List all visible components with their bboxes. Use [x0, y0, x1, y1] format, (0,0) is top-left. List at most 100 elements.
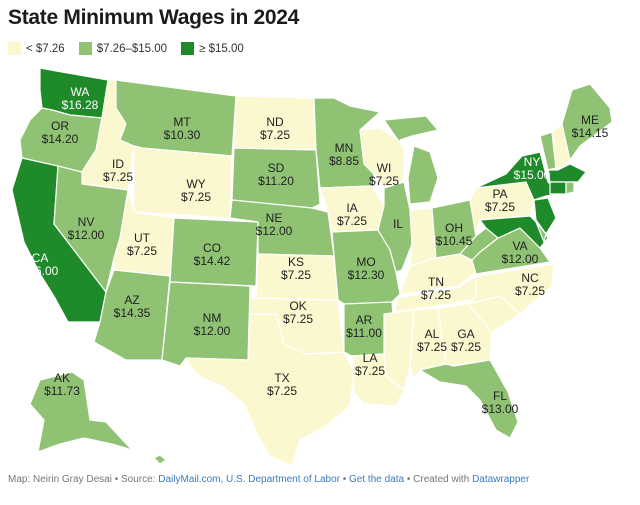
state-wage-wi: $7.25 — [369, 174, 399, 188]
state-nj — [533, 197, 557, 235]
state-label-id: ID — [112, 157, 124, 171]
legend: < $7.26 $7.26–$15.00 ≥ $15.00 — [8, 42, 258, 55]
state-sd — [231, 147, 321, 209]
state-ct — [549, 181, 567, 195]
source-link[interactable]: DailyMail.com, U.S. Department of Labor — [158, 474, 340, 485]
state-wage-ga: $7.25 — [451, 340, 481, 354]
state-label-co: CO — [203, 241, 221, 255]
state-md — [479, 215, 549, 249]
state-nc — [467, 263, 555, 315]
state-label-sd: SD — [268, 161, 285, 175]
legend-item-mid: $7.26–$15.00 — [78, 42, 168, 55]
state-ri — [565, 181, 575, 195]
state-wage-nm: $12.00 — [194, 324, 231, 338]
state-wi — [359, 127, 405, 189]
state-label-mo: MO — [356, 255, 375, 269]
state-wage-ca: $16.00 — [22, 264, 59, 278]
state-label-ut: UT — [134, 231, 151, 245]
state-label-or: OR — [51, 119, 69, 133]
state-wage-or: $14.20 — [42, 132, 79, 146]
state-label-ak: AK — [54, 371, 70, 385]
state-label-ia: IA — [346, 201, 357, 215]
state-wage-ak: $11.73 — [44, 384, 80, 398]
state-label-ok: OK — [289, 299, 306, 313]
state-wage-wa: $16.28 — [62, 98, 99, 112]
state-label-az: AZ — [124, 293, 139, 307]
state-wage-me: $14.15 — [572, 126, 609, 140]
state-me — [561, 83, 613, 161]
footer-sep-1: • — [339, 474, 350, 485]
state-hi — [153, 454, 167, 465]
state-wage-id: $7.25 — [103, 170, 133, 184]
get-data-link[interactable]: Get the data — [349, 474, 405, 485]
state-wage-nv: $12.00 — [68, 228, 105, 242]
state-wage-tn: $7.25 — [421, 288, 451, 302]
map-title: State Minimum Wages in 2024 — [8, 6, 300, 29]
footer-sep-2: • Created with — [404, 474, 473, 485]
footer-credits: Map: Neirin Gray Desai • Source: DailyMa… — [8, 474, 529, 485]
legend-label-high: ≥ $15.00 — [199, 42, 244, 55]
state-wage-va: $12.00 — [502, 252, 539, 266]
state-label-oh: OH — [445, 221, 463, 235]
state-wage-wy: $7.25 — [181, 190, 211, 204]
state-mi — [383, 115, 439, 149]
state-wage-al: $7.25 — [417, 340, 447, 354]
state-wage-oh: $10.45 — [436, 234, 473, 248]
state-wage-ne: $12.00 — [256, 224, 293, 238]
state-wage-ok: $7.25 — [283, 312, 313, 326]
state-wy — [133, 145, 233, 219]
state-label-tn: TN — [428, 275, 444, 289]
state-wage-ks: $7.25 — [281, 268, 311, 282]
state-label-nv: NV — [78, 215, 95, 229]
state-wage-az: $14.35 — [114, 306, 151, 320]
state-wage-fl: $13.00 — [482, 402, 519, 416]
legend-swatch-high — [181, 42, 195, 55]
state-label-ks: KS — [288, 255, 304, 269]
state-label-wa: WA — [71, 85, 90, 99]
state-label-ar: AR — [356, 313, 373, 327]
state-wage-ar: $11.00 — [346, 326, 382, 340]
state-ak — [29, 371, 133, 453]
state-label-fl: FL — [493, 389, 507, 403]
state-nh — [551, 123, 571, 171]
legend-item-low: < $7.26 — [8, 42, 65, 55]
state-label-ny: NY — [524, 155, 541, 169]
state-wage-la: $7.25 — [355, 364, 385, 378]
state-label-ga: GA — [457, 327, 474, 341]
state-label-nc: NC — [521, 271, 539, 285]
state-de — [535, 221, 547, 243]
legend-item-high: ≥ $15.00 — [181, 42, 244, 55]
state-label-pa: PA — [492, 187, 507, 201]
state-wage-ia: $7.25 — [337, 214, 367, 228]
state-wage-mt: $10.30 — [164, 128, 201, 142]
state-wage-mo: $12.30 — [348, 268, 385, 282]
state-label-mt: MT — [173, 115, 191, 129]
state-wage-co: $14.42 — [194, 254, 231, 268]
state-wage-nc: $7.25 — [515, 284, 545, 298]
state-label-la: LA — [363, 351, 378, 365]
datawrapper-link[interactable]: Datawrapper — [472, 474, 530, 485]
state-il — [377, 181, 413, 273]
state-wage-mn: $8.85 — [329, 154, 359, 168]
footer-prefix: Map: Neirin Gray Desai • Source: — [8, 474, 159, 485]
legend-swatch-mid — [78, 42, 92, 55]
state-label-wi: WI — [377, 161, 392, 175]
state-label-nm: NM — [203, 311, 222, 325]
state-label-al: AL — [425, 327, 440, 341]
state-ms — [383, 309, 415, 391]
state-wage-ut: $7.25 — [127, 244, 157, 258]
state-wage-ny: $15.00 — [514, 168, 551, 182]
state-tx — [185, 313, 355, 467]
state-wage-sd: $11.20 — [258, 174, 294, 188]
state-label-wy: WY — [186, 177, 205, 191]
state-label-il: IL — [393, 217, 403, 231]
state-label-ne: NE — [266, 211, 283, 225]
legend-label-low: < $7.26 — [26, 42, 65, 55]
legend-label-mid: $7.26–$15.00 — [96, 42, 168, 55]
state-label-tx: TX — [274, 371, 289, 385]
us-map: WA$16.28OR$14.20CA$16.00ID$7.25NV$12.00M… — [11, 67, 613, 467]
state-wage-pa: $7.25 — [485, 200, 515, 214]
state-labels: WA$16.28OR$14.20CA$16.00ID$7.25NV$12.00M… — [22, 85, 609, 416]
state-label-me: ME — [581, 113, 599, 127]
state-mi-part — [407, 145, 439, 205]
